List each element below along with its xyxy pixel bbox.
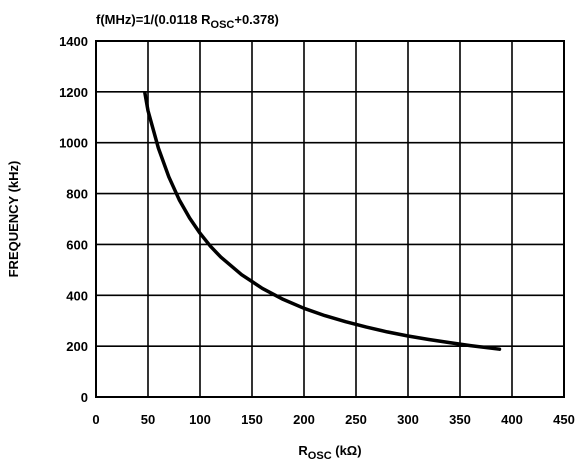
y-tick-label: 600 (66, 237, 88, 252)
y-tick-label: 0 (81, 390, 88, 405)
x-tick-label: 200 (293, 412, 315, 427)
x-tick-label: 400 (501, 412, 523, 427)
x-axis-label: ROSC (kΩ) (298, 443, 361, 462)
y-tick-label: 1400 (59, 34, 88, 49)
grid (95, 40, 565, 398)
y-axis-label: FREQUENCY (kHz) (6, 161, 21, 278)
y-tick-label: 1000 (59, 136, 88, 151)
x-tick-label: 0 (92, 412, 99, 427)
tick-labels: 0 50 100 150 200 250 300 350 400 450 0 200 400 600 800… (59, 34, 575, 427)
y-tick-label: 400 (66, 288, 88, 303)
x-tick-label: 250 (345, 412, 367, 427)
x-tick-label: 150 (241, 412, 263, 427)
x-tick-label: 100 (189, 412, 211, 427)
plot-frame (95, 40, 565, 398)
y-tick-label: 1200 (59, 85, 88, 100)
x-tick-label: 300 (397, 412, 419, 427)
x-tick-label: 450 (553, 412, 575, 427)
y-tick-label: 200 (66, 339, 88, 354)
y-tick-label: 800 (66, 187, 88, 202)
series-group (143, 91, 502, 351)
series-line (143, 91, 502, 351)
x-tick-label: 50 (141, 412, 155, 427)
x-tick-label: 350 (449, 412, 471, 427)
chart-title: f(MHz)=1/(0.0118 ROSC+0.378) (96, 12, 279, 31)
